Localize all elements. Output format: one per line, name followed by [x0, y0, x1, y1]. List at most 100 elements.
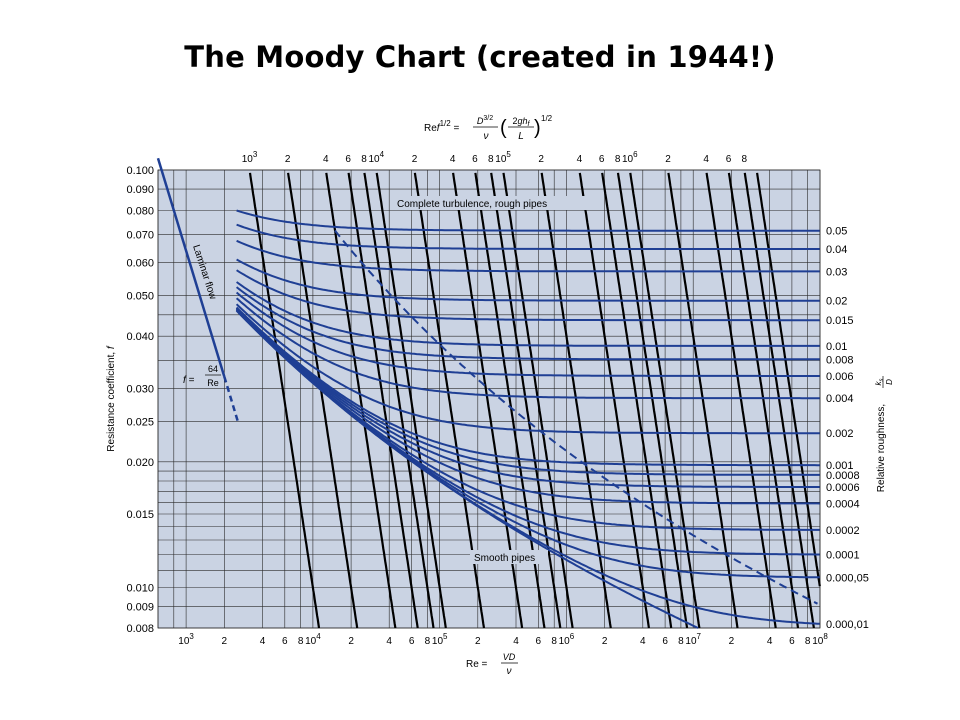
roughness-curve [236, 258, 820, 302]
y-tick-label: 0.090 [126, 184, 154, 196]
roughness-label: 0.03 [826, 266, 847, 278]
x-tick-label: 8 [425, 636, 431, 647]
svg-text:L: L [518, 131, 524, 142]
svg-text:D3/2: D3/2 [477, 115, 493, 126]
x-tick-label: 4 [513, 636, 519, 647]
top-tick-label: 103 [242, 150, 258, 165]
y-tick-label: 0.025 [126, 416, 154, 428]
top-tick-label: 2 [285, 154, 291, 165]
roughness-curve [236, 223, 820, 250]
top-tick-label: 6 [599, 154, 605, 165]
x-tick-label: 2 [222, 636, 228, 647]
y-tick-label: 0.070 [126, 230, 154, 242]
top-tick-label: 6 [345, 154, 351, 165]
laminar-formula: f = 64 Re [183, 364, 221, 388]
x-tick-label: 6 [662, 636, 668, 647]
roughness-label: 0.0004 [826, 499, 860, 511]
svg-text:D: D [885, 379, 894, 385]
x-tick-label: 103 [178, 632, 194, 647]
y-tick-label: 0.015 [126, 509, 154, 521]
roughness-label: 0.001 [826, 460, 854, 472]
x-tick-label: 2 [348, 636, 354, 647]
svg-text:ν: ν [507, 666, 512, 677]
roughness-curve [236, 281, 820, 347]
slide-title: The Moody Chart (created in 1944!) [184, 40, 776, 74]
x-tick-label: 107 [685, 632, 701, 647]
top-axis-line [347, 172, 419, 629]
roughness-label: 0.05 [826, 226, 847, 238]
roughness-curve [236, 239, 820, 273]
top-tick-label: 4 [450, 154, 456, 165]
complete-turbulence-label: Complete turbulence, rough pipes [397, 199, 547, 210]
svg-text:Re: Re [207, 378, 219, 388]
svg-text:Re =: Re = [466, 659, 488, 670]
top-tick-label: 8 [488, 154, 494, 165]
roughness-curve [235, 303, 820, 435]
roughness-label: 0.0001 [826, 550, 860, 562]
x-tick-label: 6 [409, 636, 415, 647]
svg-text:ν: ν [484, 131, 489, 142]
x-tick-label: 2 [475, 636, 481, 647]
roughness-label: 0.015 [826, 315, 854, 327]
roughness-label: 0.0002 [826, 525, 860, 537]
roughness-curve [235, 309, 820, 625]
roughness-label: 0.04 [826, 244, 847, 256]
roughness-label: 0.01 [826, 341, 847, 353]
roughness-label: 0.002 [826, 428, 854, 440]
plot-frame [157, 169, 821, 629]
laminar-line [156, 157, 226, 377]
roughness-label: 0.008 [826, 354, 854, 366]
top-tick-label: 2 [665, 154, 671, 165]
roughness-curve [235, 297, 820, 400]
top-axis-line [287, 172, 359, 629]
roughness-label: 0.004 [826, 393, 854, 405]
x-tick-label: 4 [640, 636, 646, 647]
y-tick-label: 0.080 [126, 206, 154, 218]
y-tick-label: 0.050 [126, 291, 154, 303]
roughness-label: 0.02 [826, 296, 847, 308]
top-tick-label: 6 [472, 154, 478, 165]
y-axis-label: Resistance coefficient, f [106, 345, 117, 452]
x-tick-label: 6 [282, 636, 288, 647]
roughness-curve [235, 307, 820, 488]
y2-axis-label: Relative roughness, ks D [874, 376, 894, 492]
x-axis-formula: Re = VD ν [466, 652, 518, 677]
top-axis-formula: Ref1/2 = D3/2 ν ( 2ghf L ) 1/2 [424, 114, 553, 142]
roughness-label: 0.0008 [826, 470, 860, 482]
y-tick-label: 0.009 [126, 602, 154, 614]
top-axis-line [325, 172, 397, 629]
svg-text:2ghf: 2ghf [513, 116, 531, 128]
top-axis-line [756, 172, 821, 587]
x-tick-label: 8 [298, 636, 304, 647]
roughness-label: 0.0006 [826, 482, 860, 494]
roughness-curve [235, 307, 820, 476]
x-tick-label: 6 [789, 636, 795, 647]
x-tick-label: 8 [551, 636, 557, 647]
svg-text:Ref1/2 =: Ref1/2 = [424, 119, 459, 134]
roughness-label: 0.006 [826, 371, 854, 383]
top-axis-line [375, 172, 447, 629]
roughness-curve [236, 269, 820, 322]
axis-labels: 0.1000.0900.0800.0700.0600.0500.0400.030… [126, 150, 868, 647]
y-tick-label: 0.030 [126, 383, 154, 395]
top-tick-label: 105 [495, 150, 511, 165]
top-axis-line [363, 172, 435, 629]
top-axis-line [248, 172, 321, 629]
top-tick-label: 2 [412, 154, 418, 165]
top-tick-label: 4 [323, 154, 329, 165]
laminar-line-dashed [223, 376, 240, 425]
x-tick-label: 108 [812, 632, 828, 647]
top-tick-label: 104 [369, 150, 385, 165]
top-tick-label: 8 [742, 154, 748, 165]
top-tick-label: 6 [726, 154, 732, 165]
svg-text:(: ( [500, 117, 507, 139]
smooth-pipes-label: Smooth pipes [474, 553, 535, 564]
top-tick-label: 8 [361, 154, 367, 165]
roughness-curves [156, 157, 820, 629]
roughness-curve [236, 209, 820, 232]
top-tick-label: 106 [622, 150, 638, 165]
svg-text:f =: f = [183, 375, 195, 386]
svg-text:Relative roughness,: Relative roughness, [876, 404, 887, 492]
x-tick-label: 104 [305, 632, 321, 647]
y-tick-label: 0.010 [126, 583, 154, 595]
